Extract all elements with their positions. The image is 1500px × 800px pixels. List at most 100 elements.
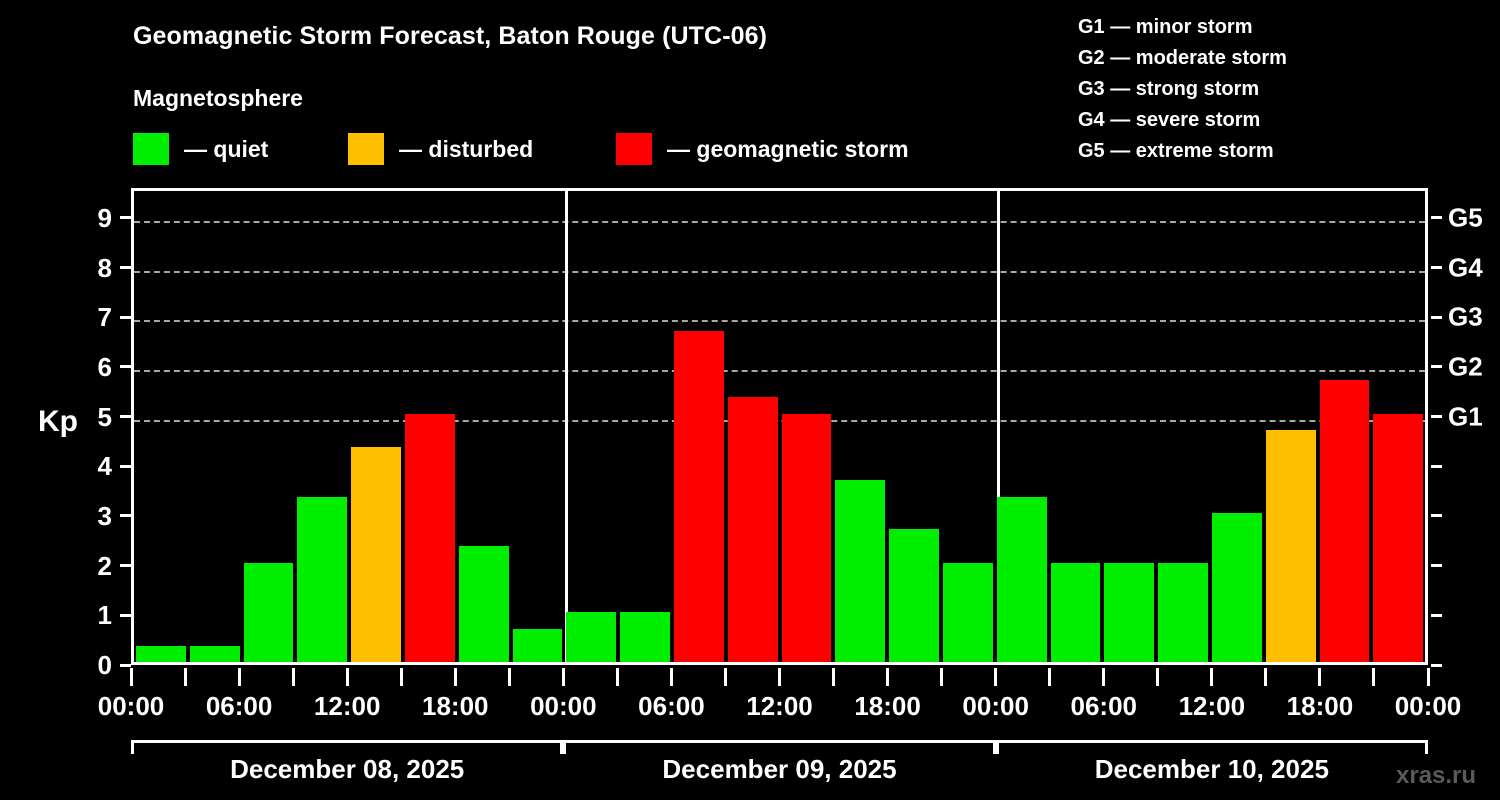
bar-23[interactable] — [1373, 413, 1424, 662]
legend-item-0: — quiet — [133, 132, 268, 166]
storm-swatch — [616, 133, 652, 165]
x-tick-mark — [1156, 668, 1160, 686]
x-tick-mark — [561, 668, 565, 686]
y-tick-label-9: 9 — [97, 202, 112, 233]
x-tick-mark — [183, 668, 187, 686]
bar-9[interactable] — [620, 612, 670, 662]
bar-slot — [1156, 191, 1210, 662]
x-tick-label-10: 12:00 — [1178, 691, 1246, 721]
x-tick-mark — [778, 668, 781, 686]
bar-18[interactable] — [1104, 562, 1155, 662]
x-tick-label-3: 18:00 — [422, 691, 489, 721]
day-separator — [564, 191, 568, 662]
chart-subtitle: Magnetosphere — [133, 85, 303, 111]
y-tick-mark — [120, 564, 131, 568]
bar-slot — [349, 191, 403, 662]
bar-2[interactable] — [243, 562, 294, 662]
bar-3[interactable] — [297, 496, 348, 662]
x-tick-label-11: 18:00 — [1286, 691, 1354, 721]
bar-slot — [726, 191, 780, 662]
bar-1[interactable] — [189, 645, 240, 662]
bar-7[interactable] — [512, 628, 563, 662]
x-tick-mark — [1048, 668, 1052, 686]
bar-slot — [295, 191, 349, 662]
y-tick-label-1: 1 — [97, 600, 112, 631]
bar-slot — [1264, 191, 1318, 662]
y-tick-label-3: 3 — [97, 500, 112, 531]
g-label-G5: G5 — [1448, 202, 1483, 233]
gridline-kp-6 — [134, 369, 1425, 372]
bar-8[interactable] — [566, 612, 617, 662]
quiet-swatch — [133, 133, 169, 165]
bar-slot — [780, 191, 834, 662]
bar-slot — [564, 191, 618, 662]
gscale-row-1: G2 — moderate storm — [1078, 47, 1287, 69]
bar-10[interactable] — [673, 330, 724, 662]
day-separator — [997, 191, 1001, 662]
y-tick-mark — [120, 514, 131, 518]
x-tick-label-6: 12:00 — [746, 691, 813, 721]
bar-21[interactable] — [1265, 429, 1316, 662]
x-tick-label-9: 06:00 — [1070, 691, 1138, 721]
bar-6[interactable] — [458, 546, 509, 662]
bar-series — [134, 191, 1425, 662]
g-scale-legend: G1 — minor storm G2 — moderate storm G3 — … — [1078, 12, 1287, 167]
y-tick-mark — [120, 216, 131, 220]
x-tick-label-8: 00:00 — [962, 691, 1029, 721]
bar-slot — [403, 191, 457, 662]
x-tick-label-12: 00:00 — [1394, 691, 1462, 721]
y-tick-label-0: 0 — [97, 650, 112, 680]
bar-5[interactable] — [404, 413, 455, 662]
bar-slot — [995, 191, 1049, 662]
x-tick-label-0: 00:00 — [97, 691, 165, 721]
y-tick-label-6: 6 — [97, 351, 112, 382]
g-tick-mark — [1431, 266, 1442, 269]
x-tick-label-1: 06:00 — [205, 691, 273, 721]
date-label-0: December 08, 2025 — [230, 754, 465, 784]
bar-slot — [1318, 191, 1372, 662]
date-label-1: December 09, 2025 — [662, 754, 897, 784]
gridline-kp-5 — [134, 419, 1425, 422]
bar-4[interactable] — [351, 446, 401, 662]
bar-15[interactable] — [942, 562, 993, 662]
legend-item-1: — disturbed — [348, 132, 533, 166]
legend-item-2: — geomagnetic storm — [616, 132, 909, 166]
x-tick-mark — [345, 668, 349, 686]
bar-13[interactable] — [835, 479, 886, 662]
bar-slot — [1210, 191, 1264, 662]
x-tick-mark — [1372, 668, 1376, 686]
y-axis-title: Kp — [38, 405, 78, 438]
bar-17[interactable] — [1050, 562, 1101, 662]
g-minor-tick-mark — [1431, 564, 1442, 568]
g-minor-tick-mark — [1431, 514, 1442, 518]
x-tick-mark — [886, 668, 890, 686]
x-tick-mark — [291, 668, 295, 686]
bar-slot — [1102, 191, 1156, 662]
bar-20[interactable] — [1211, 512, 1262, 662]
bar-16[interactable] — [996, 496, 1047, 662]
gscale-row-4: G5 — extreme storm — [1078, 140, 1274, 162]
bar-slot — [618, 191, 672, 662]
legend-label-1: — disturbed — [399, 135, 534, 162]
chart-plot-area — [131, 188, 1428, 665]
y-tick-label-2: 2 — [97, 550, 112, 581]
bar-slot — [188, 191, 242, 662]
bar-slot — [457, 191, 511, 662]
y-tick-label-4: 4 — [97, 451, 112, 482]
bar-22[interactable] — [1319, 380, 1370, 662]
bar-slot — [672, 191, 726, 662]
x-tick-mark — [615, 668, 619, 686]
g-minor-tick-mark — [1431, 613, 1442, 617]
x-tick-mark — [723, 668, 727, 686]
gridline-kp-9 — [134, 220, 1425, 223]
bar-19[interactable] — [1158, 562, 1208, 662]
x-tick-mark — [129, 668, 133, 686]
y-tick-label-8: 8 — [97, 252, 112, 283]
bar-11[interactable] — [727, 397, 778, 662]
y-tick-label-5: 5 — [97, 401, 112, 432]
watermark: xras.ru — [1396, 762, 1477, 789]
bar-14[interactable] — [889, 529, 939, 662]
bar-12[interactable] — [781, 413, 832, 662]
bar-0[interactable] — [136, 645, 186, 662]
